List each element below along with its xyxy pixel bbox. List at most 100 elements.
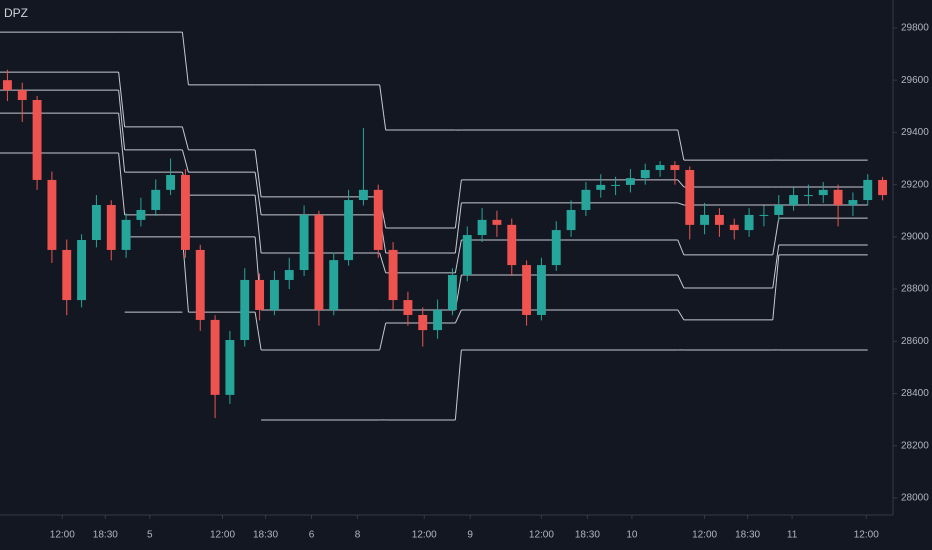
- candle-body: [596, 184, 606, 190]
- y-tick-label: 28000: [901, 493, 929, 504]
- candle-body: [744, 214, 754, 231]
- x-tick-label: 12:00: [50, 530, 75, 541]
- candle-body: [640, 170, 650, 179]
- y-tick-label: 29400: [901, 127, 929, 138]
- candle-body: [388, 249, 398, 301]
- candle-body: [210, 319, 220, 395]
- candle-body: [522, 265, 532, 315]
- candle-body: [106, 205, 116, 250]
- candle-body: [551, 230, 561, 266]
- candle-body: [581, 189, 591, 210]
- pivot-step: [181, 32, 189, 85]
- candle-body: [344, 200, 354, 261]
- pivot-step: [454, 239, 462, 273]
- candle-body: [789, 195, 799, 206]
- x-tick-label: 12:00: [412, 530, 437, 541]
- candle-body: [611, 184, 621, 186]
- x-tick-label: 8: [355, 530, 361, 541]
- x-tick-label: 12:00: [529, 530, 554, 541]
- candle-body: [655, 165, 665, 171]
- y-tick-label: 28800: [901, 284, 929, 295]
- candle-body: [329, 260, 339, 310]
- pivot-step: [454, 179, 462, 229]
- candle-body: [878, 179, 888, 196]
- pivot-step: [772, 244, 780, 289]
- pivot-step: [677, 202, 685, 206]
- candle-body: [670, 165, 680, 171]
- candle-body: [62, 249, 72, 301]
- symbol-title: DPZ: [4, 6, 28, 20]
- pivot-step: [254, 149, 262, 197]
- candle-body: [774, 205, 784, 215]
- candle-body: [255, 279, 265, 310]
- candle-body: [17, 90, 27, 101]
- pivot-step: [118, 113, 126, 173]
- pivot-step: [118, 90, 126, 150]
- pivot-step: [118, 152, 126, 215]
- candle-body: [2, 80, 12, 91]
- candle-body: [447, 274, 457, 310]
- candle-body: [136, 209, 146, 220]
- candle-body: [269, 279, 279, 310]
- candle-body: [536, 265, 546, 315]
- x-tick-label: 18:30: [253, 530, 278, 541]
- pivot-step: [677, 179, 685, 188]
- candle-body: [833, 189, 843, 206]
- candle-body: [403, 300, 413, 315]
- candle-body: [759, 214, 769, 216]
- x-tick-label: 9: [467, 530, 473, 541]
- candle-body: [47, 179, 57, 250]
- candle-body: [358, 189, 368, 201]
- y-tick-label: 29000: [901, 232, 929, 243]
- x-tick-label: 5: [147, 530, 153, 541]
- pivot-step: [677, 129, 685, 161]
- y-tick-label: 28600: [901, 336, 929, 347]
- candle-body: [284, 270, 294, 280]
- candle-body: [314, 214, 324, 310]
- candle-body: [477, 219, 487, 236]
- candle-body: [240, 279, 250, 341]
- candle-body: [373, 189, 383, 250]
- candle-body: [848, 200, 858, 206]
- candle-body: [863, 179, 873, 201]
- candle-body: [32, 100, 42, 180]
- candle-body: [492, 219, 502, 225]
- candle-body: [625, 178, 635, 185]
- candle-body: [462, 235, 472, 275]
- pivot-step: [118, 72, 126, 127]
- y-tick-label: 28400: [901, 388, 929, 399]
- x-tick-label: 10: [626, 530, 638, 541]
- pivot-step: [254, 172, 262, 216]
- pivot-step: [379, 322, 387, 351]
- x-tick-label: 18:30: [735, 530, 760, 541]
- pivot-step: [677, 239, 685, 256]
- pivot-step: [379, 84, 387, 131]
- candle-body: [566, 209, 576, 231]
- candle-body: [700, 214, 710, 225]
- candle-body: [818, 189, 828, 196]
- pivot-step: [677, 274, 685, 289]
- candle-body: [729, 224, 739, 231]
- pivot-step: [454, 202, 462, 254]
- pivot-step: [181, 126, 189, 151]
- candle-body: [803, 195, 813, 197]
- candle-body: [195, 249, 205, 320]
- candle-body: [418, 314, 428, 331]
- x-tick-label: 12:00: [210, 530, 235, 541]
- y-tick-label: 29200: [901, 179, 929, 190]
- candle-body: [180, 174, 190, 250]
- x-tick-label: 11: [787, 530, 798, 541]
- pivot-step: [254, 195, 262, 254]
- pivot-step: [772, 254, 780, 320]
- candle-body: [91, 205, 101, 241]
- pivot-step: [379, 252, 387, 274]
- pivot-step: [254, 312, 262, 351]
- pivot-step: [454, 349, 462, 420]
- pivot-step: [772, 217, 780, 255]
- x-tick-label: 12:00: [854, 530, 879, 541]
- candle-body: [121, 219, 131, 250]
- x-tick-label: 6: [309, 530, 315, 541]
- y-tick-label: 28200: [901, 440, 929, 451]
- candle-body: [151, 189, 161, 210]
